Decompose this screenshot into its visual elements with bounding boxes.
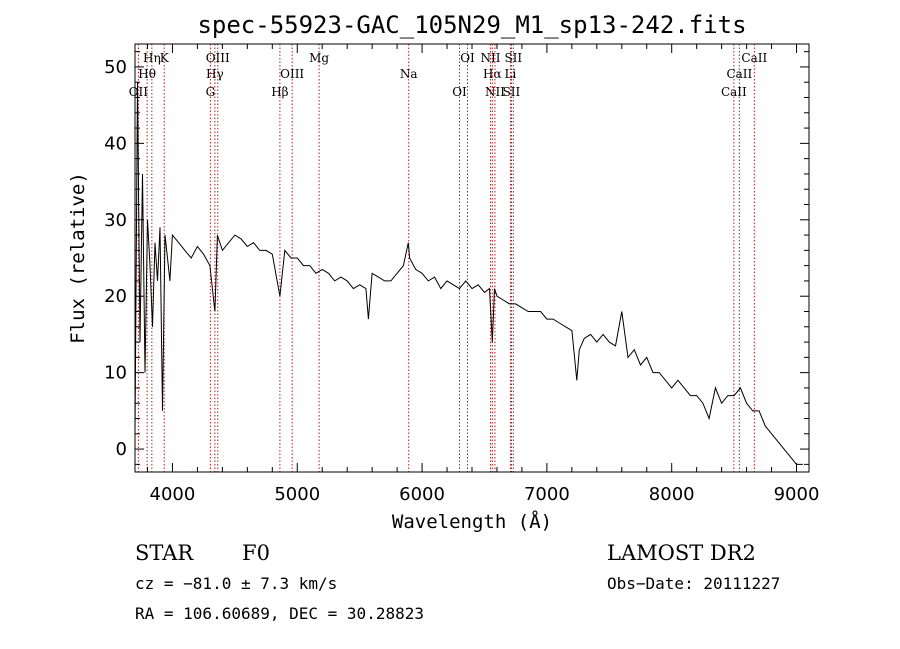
- spectral-line-label: Hη: [143, 51, 161, 65]
- y-tick-label: 30: [104, 210, 127, 231]
- spectral-line-label: Hα: [483, 67, 502, 81]
- spectral-line-label: Na: [400, 67, 418, 81]
- ra-dec-text: RA = 106.60689, DEC = 30.28823: [135, 604, 424, 623]
- x-axis-ticks: 4000 5000 6000 7000 8000 9000: [146, 44, 820, 505]
- x-tick-label: 7000: [524, 484, 570, 505]
- spectral-line-label: Mg: [309, 51, 329, 65]
- spectral-line-label: CaII: [726, 67, 752, 81]
- x-tick-label: 4000: [150, 484, 196, 505]
- spectrum-line: [134, 82, 803, 465]
- spectral-line-label: CaII: [721, 85, 747, 99]
- x-axis-label: Wavelength (Å): [392, 510, 552, 533]
- y-tick-label: 20: [104, 286, 127, 307]
- spectral-line-label: OI: [460, 51, 475, 65]
- plot-frame: [134, 43, 810, 473]
- star-subclass: F0: [242, 541, 270, 565]
- spectral-line-label: SII: [503, 85, 521, 99]
- x-tick-label: 9000: [774, 484, 820, 505]
- spectral-line-label: Li: [505, 67, 517, 81]
- y-axis-ticks: 0 10 20 30 40 50: [104, 51, 809, 465]
- spectral-line-label: NII: [485, 85, 505, 99]
- spectral-line-markers: [137, 44, 755, 472]
- obs-date-text: Obs−Date: 20111227: [607, 574, 780, 593]
- chart-title: spec-55923-GAC_105N29_M1_sp13-242.fits: [197, 11, 746, 39]
- x-tick-label: 6000: [399, 484, 445, 505]
- spectral-line-labels: HηHθOIIKHγGOIIIOIIIHβMgNaOIOIHαSIINIILiN…: [129, 51, 768, 99]
- spectral-line-label: NII: [480, 51, 500, 65]
- survey-name: LAMOST DR2: [607, 541, 756, 565]
- y-tick-label: 40: [104, 133, 127, 154]
- y-axis-label: Flux (relative): [67, 172, 89, 344]
- y-tick-label: 10: [104, 363, 127, 384]
- redshift-text: cz = −81.0 ± 7.3 km/s: [135, 574, 337, 593]
- spectral-line-label: G: [206, 85, 216, 99]
- spectral-line-label: OI: [452, 85, 467, 99]
- spectral-line-label: OII: [129, 85, 149, 99]
- spectral-line-label: CaII: [741, 51, 767, 65]
- star-class: STAR: [135, 541, 194, 565]
- x-tick-label: 5000: [274, 484, 320, 505]
- y-tick-label: 0: [116, 439, 127, 460]
- spectral-line-label: Hγ: [206, 67, 224, 81]
- x-tick-label: 8000: [649, 484, 695, 505]
- spectral-line-label: OIII: [280, 67, 304, 81]
- spectral-line-label: SII: [504, 51, 522, 65]
- spectral-line-label: Hβ: [271, 85, 288, 99]
- y-tick-label: 50: [104, 57, 127, 78]
- spectral-line-label: K: [160, 51, 170, 65]
- spectral-line-label: Hθ: [138, 67, 156, 81]
- spectral-line-label: OIII: [206, 51, 230, 65]
